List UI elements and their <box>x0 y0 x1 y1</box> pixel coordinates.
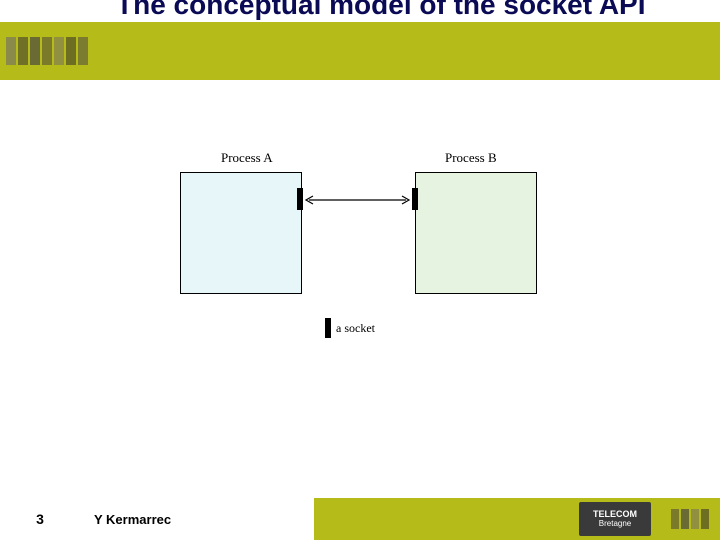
page-number: 3 <box>0 498 80 540</box>
author-name: Y Kermarrec <box>80 498 314 540</box>
header-left-block <box>0 22 116 80</box>
footer-logo-cell: TELECOM Bretagne <box>570 498 660 540</box>
legend-socket-icon <box>325 318 331 338</box>
bidirectional-arrow-icon <box>303 194 412 206</box>
socket-b-icon <box>412 188 418 210</box>
footer: 3 Y Kermarrec TELECOM Bretagne <box>0 498 720 540</box>
header-decor-icon <box>0 22 88 80</box>
footer-spacer <box>314 498 570 540</box>
process-a-label: Process A <box>221 150 273 166</box>
logo-text-2: Bretagne <box>599 520 631 528</box>
logo-text-1: TELECOM <box>593 510 637 519</box>
footer-tail-decor-icon <box>671 509 709 529</box>
telecom-logo-icon: TELECOM Bretagne <box>579 502 651 536</box>
footer-tail <box>660 498 720 540</box>
header-band <box>0 22 720 80</box>
page-title: The conceptual model of the socket API <box>116 0 646 21</box>
process-a-box <box>180 172 302 294</box>
socket-diagram: Process A Process B a socket <box>180 150 560 350</box>
legend-label: a socket <box>336 321 375 336</box>
process-b-label: Process B <box>445 150 497 166</box>
process-b-box <box>415 172 537 294</box>
